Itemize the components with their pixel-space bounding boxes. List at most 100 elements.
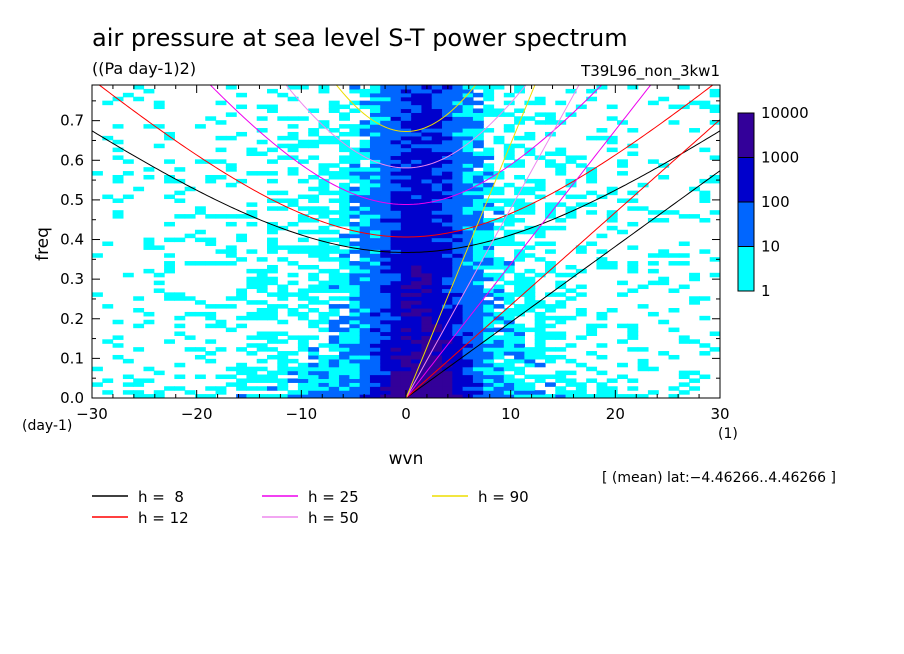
heatmap-cell (452, 261, 464, 266)
heatmap-cell (555, 347, 567, 352)
heatmap-cell (400, 261, 412, 266)
dispersion-curve-rossby (92, 404, 406, 427)
heatmap-cell (236, 347, 248, 352)
heatmap-cell (246, 268, 258, 274)
heatmap-cell (431, 202, 443, 207)
heatmap-cell (462, 151, 474, 157)
heatmap-cell (431, 218, 443, 223)
heatmap-cell (297, 382, 309, 387)
heatmap-cell (369, 315, 381, 321)
heatmap-cell (400, 319, 412, 325)
heatmap-cell (462, 124, 474, 129)
heatmap-cell (709, 120, 720, 125)
heatmap-cell (359, 311, 371, 317)
heatmap-cell (596, 382, 608, 387)
heatmap-cell (339, 104, 350, 110)
heatmap-cell (431, 112, 443, 117)
heatmap-cell (153, 272, 165, 278)
heatmap-cell (565, 88, 577, 94)
heatmap-cell (472, 276, 484, 282)
heatmap-cell (297, 143, 309, 149)
heatmap-cell (493, 190, 505, 196)
heatmap-cell (555, 100, 567, 106)
heatmap-cell (575, 284, 587, 290)
heatmap-cell (442, 335, 453, 340)
heatmap-cell (565, 378, 577, 383)
heatmap-cell (555, 331, 567, 336)
heatmap-cell (544, 225, 556, 231)
heatmap-cell (462, 272, 474, 278)
heatmap-cell (369, 257, 381, 262)
heatmap-cell (452, 182, 464, 188)
heatmap-cell (472, 374, 484, 380)
heatmap-cell (122, 390, 134, 395)
heatmap-cell (339, 186, 350, 192)
heatmap-cell (133, 85, 145, 90)
heatmap-cell (421, 210, 433, 215)
heatmap-cell (431, 386, 443, 391)
heatmap-cell (215, 319, 227, 325)
heatmap-cell (380, 378, 392, 383)
heatmap-cell (112, 147, 124, 153)
heatmap-cell (400, 163, 412, 168)
heatmap-cell (462, 292, 474, 297)
heatmap-cell (277, 135, 289, 141)
heatmap-cell (318, 257, 330, 262)
heatmap-cell (452, 190, 464, 196)
heatmap-cell (544, 323, 556, 329)
heatmap-cell (400, 159, 412, 164)
heatmap-cell (421, 284, 433, 290)
heatmap-cell (431, 147, 443, 153)
heatmap-cell (503, 394, 515, 398)
heatmap-cell (112, 178, 124, 184)
heatmap-cell (400, 221, 412, 227)
heatmap-cell (462, 139, 474, 145)
heatmap-cell (174, 292, 186, 297)
heatmap-cell (328, 308, 340, 313)
heatmap-cell (143, 245, 155, 250)
heatmap-cell (112, 210, 124, 215)
heatmap-cell (452, 163, 464, 168)
heatmap-cell (256, 358, 268, 364)
heatmap-cell (246, 394, 258, 398)
heatmap-cell (380, 261, 392, 266)
heatmap-cell (328, 218, 340, 223)
heatmap-cell (380, 139, 392, 145)
heatmap-cell (586, 88, 598, 94)
heatmap-cell (678, 253, 690, 258)
heatmap-cell (431, 358, 443, 364)
heatmap-cell (256, 288, 268, 293)
heatmap-cell (215, 174, 227, 180)
heatmap-cell (421, 124, 433, 129)
heatmap-cell (555, 171, 567, 176)
heatmap-cell (452, 151, 464, 157)
heatmap-cell (349, 327, 361, 333)
heatmap-cell (359, 304, 371, 309)
heatmap-cell (544, 163, 556, 168)
heatmap-cell (369, 311, 381, 317)
heatmap-cell (297, 378, 309, 383)
heatmap-cell (575, 362, 587, 368)
heatmap-cell (565, 210, 577, 215)
heatmap-cell (400, 198, 412, 203)
heatmap-cell (442, 178, 453, 184)
heatmap-cell (462, 268, 474, 274)
heatmap-cell (411, 249, 423, 254)
heatmap-cell (349, 163, 361, 168)
heatmap-cell (411, 100, 423, 106)
heatmap-cell (411, 335, 423, 340)
heatmap-cell (390, 237, 402, 243)
heatmap-cell (390, 151, 402, 157)
heatmap-cell (318, 382, 330, 387)
heatmap-cell (503, 128, 515, 133)
heatmap-cell (503, 202, 515, 207)
heatmap-cell (349, 241, 361, 247)
heatmap-cell (400, 272, 412, 278)
heatmap-cell (133, 296, 145, 301)
heatmap-cell (339, 124, 350, 129)
heatmap-cell (287, 143, 299, 149)
heatmap-cell (328, 237, 340, 243)
heatmap-cell (431, 311, 443, 317)
heatmap-cell (442, 382, 453, 387)
heatmap-cell (514, 108, 525, 113)
